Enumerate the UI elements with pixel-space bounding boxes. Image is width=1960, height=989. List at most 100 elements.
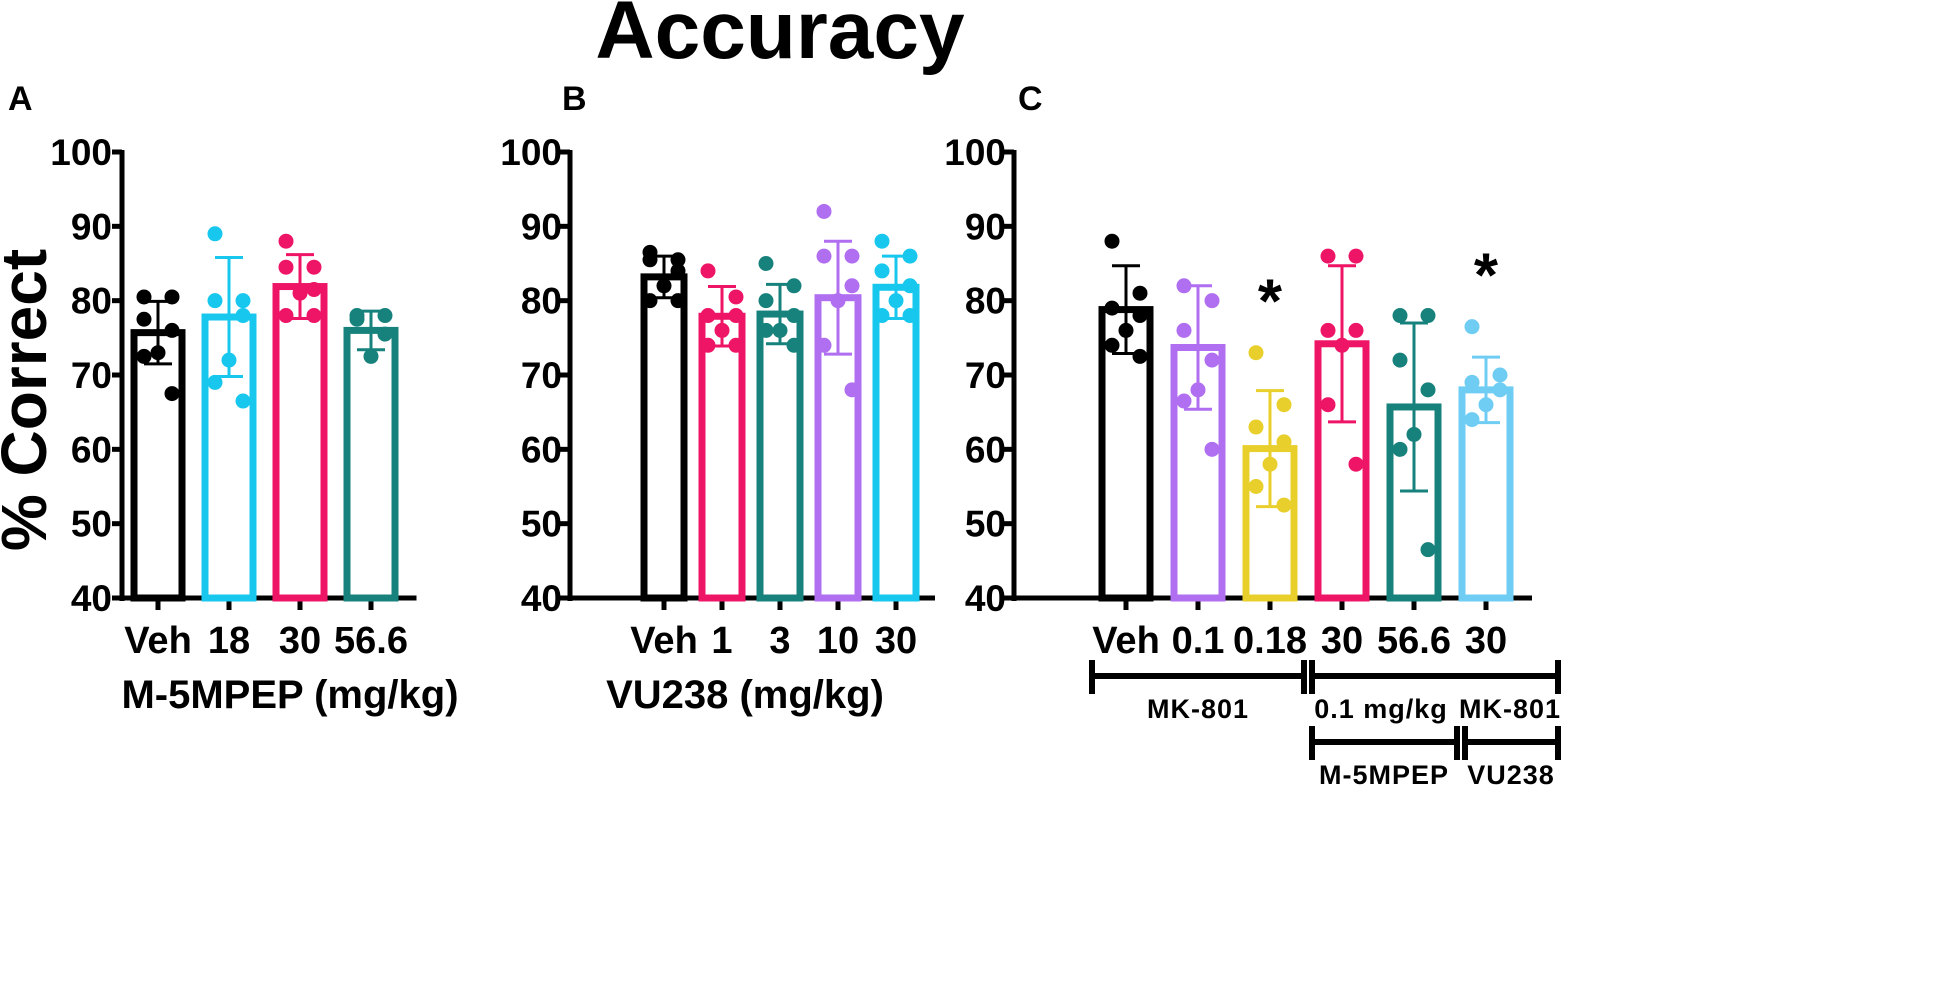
panel-letter-b: B — [562, 80, 587, 118]
panel-a-data-point — [349, 311, 365, 327]
panel-c-data-point — [1132, 308, 1148, 324]
panel-c-data-point — [1276, 434, 1292, 450]
panel-c-y-tick-label: 80 — [965, 281, 1006, 322]
panel-b-data-point — [642, 252, 658, 268]
panel-c-y-tick-label: 70 — [965, 355, 1006, 396]
panel-c-data-point — [1420, 542, 1436, 558]
panel-a-y-tick-label: 100 — [50, 132, 112, 173]
panel-b-y-tick-label: 60 — [521, 429, 562, 470]
panel-a-x-tick-label: 56.6 — [334, 620, 408, 662]
panel-b-data-point — [844, 278, 860, 294]
panel-a-data-point — [235, 293, 251, 309]
panel-c-data-point — [1132, 285, 1148, 301]
panel-b-data-point — [728, 337, 744, 353]
panel-b-data-point — [670, 293, 686, 309]
panel-c-y-tick-label: 40 — [965, 578, 1006, 619]
panel-c-data-point — [1392, 308, 1408, 324]
panel-b-data-point — [816, 203, 832, 219]
panel-b-data-point — [844, 382, 860, 398]
panel-b-y-tick-label: 50 — [521, 504, 562, 545]
panel-b-data-point — [888, 293, 904, 309]
panel-c-data-point — [1420, 382, 1436, 398]
panel-b-y-tick-label: 100 — [500, 132, 562, 173]
panel-b-y-tick-label: 70 — [521, 355, 562, 396]
panel-a-data-point — [136, 348, 152, 364]
panel-b-data-point — [902, 308, 918, 324]
panel-a-data-point — [150, 345, 166, 361]
panel-a-y-tick-label: 90 — [71, 206, 112, 247]
panel-a-data-point — [306, 259, 322, 275]
panel-a-x-tick-label: Veh — [124, 620, 192, 662]
panel-c-data-point — [1492, 367, 1508, 383]
panel-a-x-tick-label: 30 — [279, 620, 321, 662]
panel-c-data-point — [1464, 374, 1480, 390]
panel-c-data-point — [1276, 397, 1292, 413]
panel-c-data-point — [1464, 319, 1480, 335]
panel-a-data-point — [164, 322, 180, 338]
panel-c-y-tick-label: 100 — [944, 132, 1006, 173]
group-label-vu238: VU238 — [1467, 760, 1555, 790]
panel-b-y-tick-label: 90 — [521, 206, 562, 247]
group-label-m5mpep: M-5MPEP — [1319, 760, 1449, 790]
panel-c-data-point — [1320, 248, 1336, 264]
panel-b-data-point — [728, 289, 744, 305]
panel-c-x-tick-label: 0.1 — [1172, 620, 1225, 662]
panel-c-x-tick-label: Veh — [1092, 620, 1160, 662]
panel-b-x-tick-label: 1 — [711, 620, 732, 662]
panel-a-y-tick-label: 50 — [71, 504, 112, 545]
panel-b-y-tick-label: 80 — [521, 281, 562, 322]
panel-c-data-point — [1276, 497, 1292, 513]
panel-a-y-tick-label: 80 — [71, 281, 112, 322]
panel-a-data-point — [278, 259, 294, 275]
panel-b-data-point — [758, 293, 774, 309]
panel-a-data-point — [221, 352, 237, 368]
panel-c-data-point — [1104, 337, 1120, 353]
panel-b-data-point — [670, 263, 686, 279]
panel-a-chart: 40 50 60 70 80 90 100 Veh 18 30 56.6 — [50, 132, 417, 662]
panel-c-data-point — [1104, 233, 1120, 249]
panel-b-bar — [698, 312, 746, 602]
panel-b-data-point — [772, 322, 788, 338]
panel-b-chart: 40 50 60 70 80 90 100 Veh 1 3 10 30 — [500, 132, 935, 662]
figure-title: Accuracy — [595, 0, 965, 76]
panel-c-data-point — [1204, 441, 1220, 457]
panel-b-data-point — [816, 248, 832, 264]
panel-a-data-point — [363, 348, 379, 364]
panel-a-bar — [130, 329, 186, 602]
panel-c-data-point — [1204, 293, 1220, 309]
panel-c-x-tick-label: 30 — [1465, 620, 1507, 662]
panel-b-x-tick-label: 30 — [875, 620, 917, 662]
panel-c-data-point — [1420, 308, 1436, 324]
panel-a-data-point — [292, 285, 308, 301]
panel-b-data-point — [670, 252, 686, 268]
panel-b-data-point — [830, 293, 846, 309]
panel-a-data-point — [207, 226, 223, 242]
panel-c-data-point — [1320, 322, 1336, 338]
panel-c-data-point — [1176, 278, 1192, 294]
panel-c-data-point — [1320, 397, 1336, 413]
y-axis-label: % Correct — [0, 249, 60, 551]
group-label-mk801: MK-801 — [1147, 694, 1249, 724]
panel-c-data-point — [1176, 322, 1192, 338]
panel-a-data-point — [235, 308, 251, 324]
panel-b-data-point — [786, 308, 802, 324]
panel-b-data-point — [700, 337, 716, 353]
panel-c-y-tick-label: 90 — [965, 206, 1006, 247]
panel-c-data-point — [1190, 382, 1206, 398]
panel-letter-a: A — [8, 80, 33, 118]
panel-a-data-point — [235, 393, 251, 409]
panel-b-x-tick-label: Veh — [630, 620, 698, 662]
panel-a-data-point — [377, 326, 393, 342]
panel-b-bar — [872, 283, 920, 602]
panel-c-data-point — [1392, 441, 1408, 457]
panel-c-data-point — [1464, 412, 1480, 428]
panel-c-data-point — [1478, 397, 1494, 413]
panel-a-y-tick-label: 60 — [71, 429, 112, 470]
panel-c-significance-star: * — [1474, 242, 1499, 311]
panel-b-data-point — [758, 322, 774, 338]
panel-c-data-point — [1132, 348, 1148, 364]
panel-a-data-point — [136, 289, 152, 305]
panel-b-data-point — [786, 278, 802, 294]
panel-c-x-tick-label: 30 — [1321, 620, 1363, 662]
